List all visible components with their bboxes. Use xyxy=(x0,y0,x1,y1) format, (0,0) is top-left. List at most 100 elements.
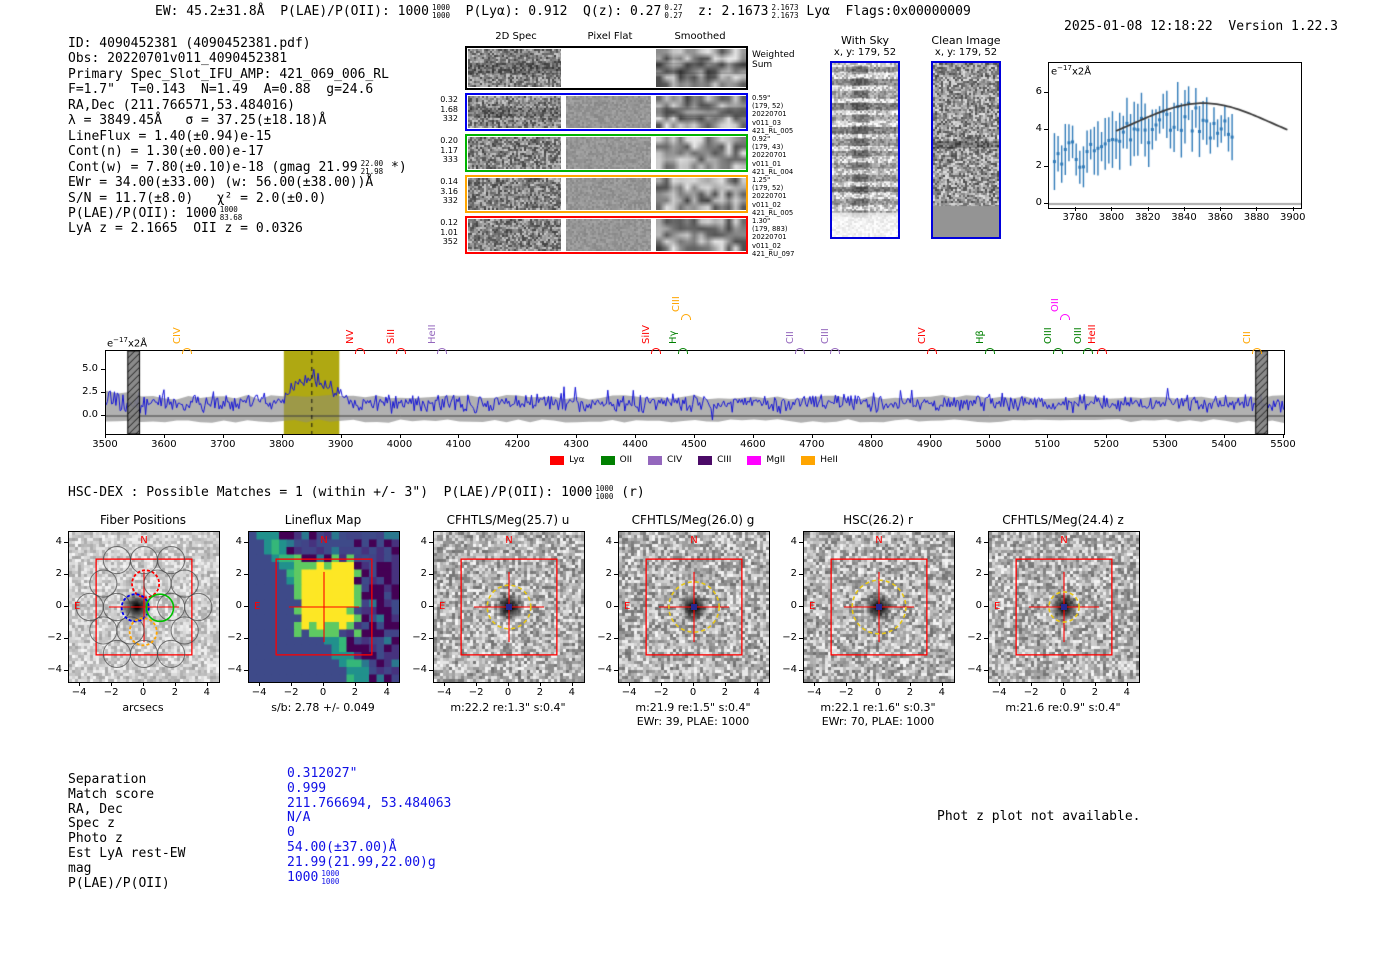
flux-units-part: x2Å xyxy=(1071,66,1092,78)
spec2d-row-right-label: 0.59" (179, 52) 20220701 v011_03 421_RL_005 xyxy=(752,94,822,135)
x-tick xyxy=(259,682,261,686)
y-tick xyxy=(429,542,433,544)
y-tick-label: 4 xyxy=(55,536,62,548)
x-tick-label: 3500 xyxy=(92,439,118,450)
left-label-line: 3.16 xyxy=(440,186,458,196)
info-line: EWr = 34.00(±33.00) (w: 56.00(±38.00))Å xyxy=(68,175,373,190)
y-tick-label: −2 xyxy=(782,631,797,643)
spec2d-row xyxy=(465,216,748,254)
x-tick-label: 4600 xyxy=(740,439,766,450)
y-tick-label: 0 xyxy=(790,600,797,611)
right-label-line: v011_01 xyxy=(752,159,782,168)
y-tick xyxy=(984,637,988,639)
emission-line-bracket xyxy=(830,348,841,354)
report-version: Version 1.22.3 xyxy=(1228,19,1338,34)
y-tick xyxy=(101,415,105,416)
emission-line-bracket xyxy=(355,348,366,354)
y-tick-label: 0 xyxy=(975,600,982,611)
x-tick-label: 5300 xyxy=(1152,439,1178,450)
spec2d-row-left-label: 0.20 1.17 333 xyxy=(400,136,458,165)
spec2d-2d-canvas xyxy=(468,137,561,169)
left-label-line: 332 xyxy=(442,196,458,205)
emission-line-label: SiIV xyxy=(640,325,652,344)
info-line: λ = 3849.45Å σ = 37.25(±18.18)Å xyxy=(68,113,326,128)
flux-units-part: e xyxy=(107,338,114,350)
y-tick-label: −4 xyxy=(967,663,982,675)
match-row-label: Est LyA rest-EW xyxy=(68,846,186,861)
x-tick xyxy=(1047,434,1049,438)
emission-line-label: OIII xyxy=(1043,327,1055,344)
x-tick-label: −2 xyxy=(468,687,484,698)
spec2d-smooth-canvas xyxy=(656,137,746,169)
cutout-title: CFHTLS/Meg(24.4) z xyxy=(1002,513,1124,527)
y-tick-label: −4 xyxy=(412,663,427,675)
spec2d-row xyxy=(465,93,748,131)
x-tick-label: 4900 xyxy=(916,439,943,450)
info-line: S/N = 11.7(±8.0) χ² = 2.0(±0.0) xyxy=(68,191,326,206)
compass-east-label: E xyxy=(254,601,261,612)
x-tick xyxy=(629,682,631,686)
spec2d-row-right-label: 1.25" (179, 52) 20220701 v011_02 421_RL_005 xyxy=(752,176,822,217)
text-segment: Primary Spec_Slot_IFU_AMP: 421_069_006_R… xyxy=(68,66,389,82)
x-tick xyxy=(878,682,879,686)
y-tick-label: −2 xyxy=(227,631,242,643)
text-segment: EWr = 34.00(±33.00) (w: 56.00(±38.00))Å xyxy=(68,175,374,191)
x-tick xyxy=(340,434,342,438)
x-tick xyxy=(222,434,224,438)
x-tick xyxy=(444,682,446,686)
emission-line-label: CIV xyxy=(917,327,929,344)
y-tick xyxy=(799,542,803,544)
emission-line-bracket xyxy=(1053,348,1064,354)
left-label-line: 352 xyxy=(442,237,458,246)
x-tick-label: 5000 xyxy=(975,439,1002,450)
weighted-label-line: Weighted xyxy=(752,50,795,60)
cutout-caption: m:21.9 re:1.5" s:0.4" xyxy=(635,701,751,714)
match-row-value: 211.766694, 53.484063 xyxy=(287,796,451,811)
legend-label: Lyα xyxy=(569,455,585,465)
x-tick-label: 4 xyxy=(203,687,211,698)
y-tick xyxy=(429,637,433,639)
text-segment: HSC-DEX : Possible Matches = 1 (within +… xyxy=(68,485,593,500)
flux-units-part: e xyxy=(1051,66,1058,78)
spec2d-flat-canvas xyxy=(566,96,651,128)
cutout-caption: arcsecs xyxy=(122,701,164,714)
image-canvas xyxy=(933,63,999,237)
y-tick xyxy=(1044,92,1048,93)
y-tick xyxy=(429,606,433,607)
right-label-line: v011_03 xyxy=(752,118,782,127)
compass-north-label: N xyxy=(140,535,148,546)
right-label-line: 421_RU_097 xyxy=(752,249,795,258)
text-segment: Lyα Flags:0x00000009 xyxy=(798,4,971,19)
right-label-line: 20220701 xyxy=(752,110,787,119)
text-segment: Cont(w) = 7.80(±0.10)e-18 (gmag 21.99 xyxy=(68,159,358,175)
legend-swatch xyxy=(801,455,816,465)
x-tick xyxy=(517,434,519,438)
right-label-line: 421_RL_004 xyxy=(752,167,794,176)
x-tick xyxy=(291,682,293,686)
spec2d-row-right-label: 1.30" (179, 883) 20220701 v011_02 421_RU_097 xyxy=(752,217,822,258)
compass-north-label: N xyxy=(320,535,328,546)
y-tick-label: 2 xyxy=(235,568,242,580)
x-tick-label: 2 xyxy=(351,687,359,698)
x-tick-label: −4 xyxy=(71,687,87,698)
info-line: LyA z = 2.1665 OII z = 0.0326 xyxy=(68,221,303,236)
x-tick-label: 0 xyxy=(874,687,882,698)
cutout-title: CFHTLS/Meg(25.7) u xyxy=(446,513,570,527)
cutout-overlay xyxy=(75,546,213,668)
fraction: 22.00 21.98 xyxy=(360,158,384,176)
right-label-line: 20220701 xyxy=(752,233,787,242)
x-tick xyxy=(79,682,81,686)
emission-line-bracket xyxy=(985,348,996,354)
spec2d-smooth-canvas xyxy=(656,219,746,251)
report-header-datetime: 2025-01-08 12:18:22 Version 1.22.3 xyxy=(1033,4,1338,49)
x-tick xyxy=(508,682,509,686)
y-tick-label: −4 xyxy=(47,663,62,675)
cutout-title: Fiber Positions xyxy=(99,513,187,527)
text-segment: 0 xyxy=(287,825,295,841)
match-row-label: Match score xyxy=(68,786,155,802)
x-tick xyxy=(870,434,872,438)
right-label-line: (179, 43) xyxy=(752,143,784,152)
x-tick-label: −2 xyxy=(653,687,669,698)
match-row-label: Separation xyxy=(68,772,147,787)
cutout-overlay xyxy=(275,558,373,656)
